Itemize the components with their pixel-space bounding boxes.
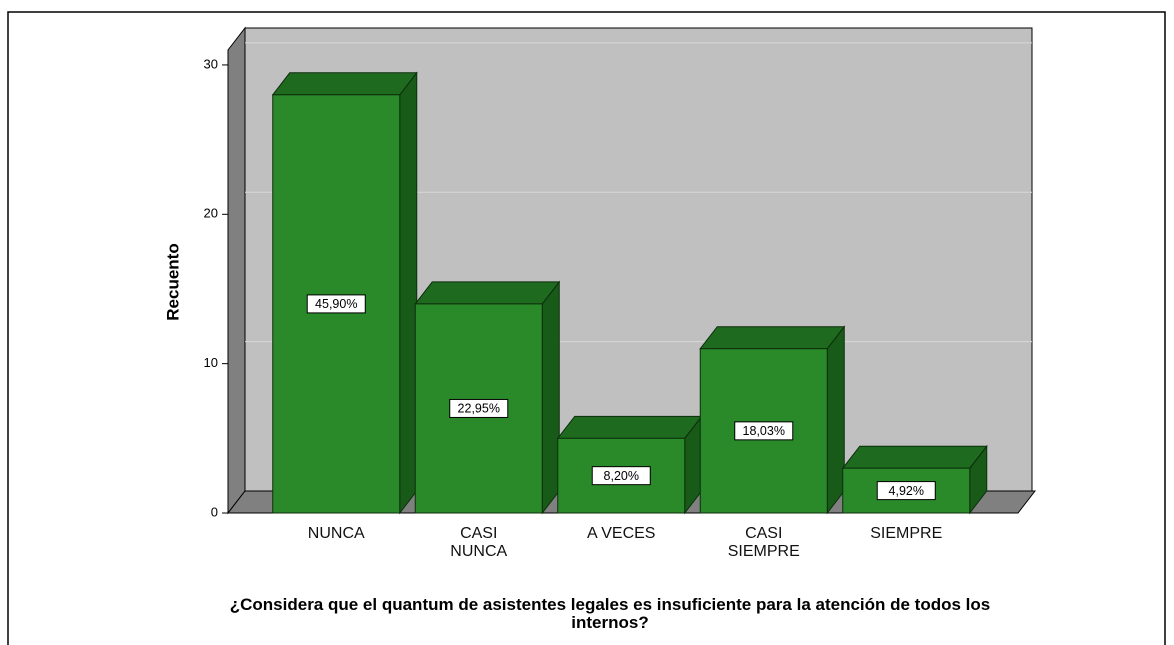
label-box	[449, 398, 509, 418]
bar-top	[841, 445, 988, 469]
bar-top	[556, 415, 703, 439]
value-label: 22,95%	[458, 402, 500, 416]
y-tick-label: 30	[204, 56, 218, 71]
bar-side	[541, 280, 560, 515]
value-label: 8,20%	[604, 469, 639, 483]
label-box	[591, 466, 651, 486]
value-label: 45,90%	[315, 297, 357, 311]
bar-top	[414, 281, 561, 305]
value-label: 18,03%	[743, 424, 785, 438]
bar-top	[271, 72, 418, 96]
value-label: 4,92%	[889, 484, 924, 498]
x-tick-label: SIEMPRE	[870, 525, 943, 542]
frame	[7, 11, 1166, 645]
left-wall	[227, 26, 246, 515]
y-tick-label: 20	[204, 206, 218, 221]
label-box	[306, 294, 366, 314]
label-box	[734, 421, 794, 441]
x-axis-title: ¿Considera que el quantum de asistentes …	[229, 595, 991, 632]
x-tick-label: NUNCA	[307, 525, 365, 542]
bar-side	[399, 71, 418, 515]
x-tick-label: CASI SIEMPRE	[727, 525, 800, 560]
x-tick-label: CASI NUNCA	[450, 525, 508, 560]
bar	[414, 303, 543, 514]
bar-top	[699, 326, 846, 350]
y-axis-label: Recuento	[163, 243, 182, 320]
label-box	[876, 481, 936, 501]
x-tick-label: A VECES	[587, 525, 656, 542]
bar-side	[826, 325, 845, 515]
y-tick-label: 10	[204, 355, 218, 370]
y-tick-label: 0	[211, 504, 218, 519]
